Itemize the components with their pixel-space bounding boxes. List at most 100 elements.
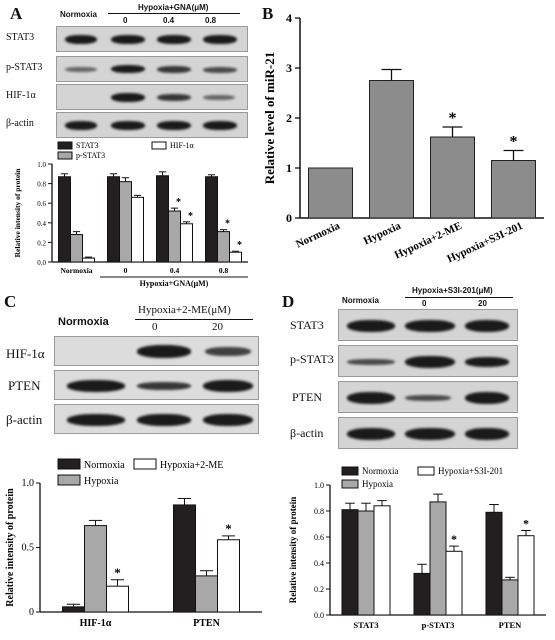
bar [58,176,71,263]
y-tick-label: 0.2 [314,585,324,594]
legend-swatch [341,479,359,489]
blot-a-strip-bactin [56,112,248,138]
legend-label: HIF-1α [170,141,195,150]
significance-marker: * [451,532,457,546]
x-tick-label: Normoxia [294,220,342,251]
blot-a-strip-stat3 [56,26,248,52]
bar [82,257,95,263]
bar [373,505,391,616]
x-tick-label: STAT3 [353,620,378,630]
blot-a-row-hif1a: HIF-1α [6,90,36,101]
legend-swatch [57,474,81,486]
bar [491,160,536,219]
significance-marker: * [523,517,529,531]
bar [501,579,519,616]
x-tick-label: HIF-1α [80,618,112,629]
y-tick-label: 0.2 [37,239,46,247]
legend-label: Hypoxia [362,479,393,489]
significance-marker: * [225,521,232,536]
legend-label: p-STAT3 [76,151,105,160]
y-axis-label: Relative intensity of protein [5,488,16,607]
blot-a-strip-pstat3 [56,56,248,82]
bar [131,196,144,263]
y-tick-label: 1 [286,161,292,175]
blot-a-dose-2: 0.8 [205,16,217,25]
blot-a-row-bactin: β-actin [6,118,34,129]
blot-d-row-bactin: β-actin [290,426,324,440]
y-tick-label: 3 [286,61,292,75]
x-tick-label: PTEN [499,620,523,630]
blot-c-row-pten: PTEN [8,378,41,393]
bar [229,251,242,263]
bar [106,585,129,613]
blot-c-dose-1: 20 [212,321,223,333]
blot-a-strip-hif1a [56,84,248,110]
y-tick-label: 0.4 [37,220,46,228]
panel-label-a: A [10,4,23,23]
legend-swatch [417,466,435,476]
blot-a-header-line [108,13,240,14]
blot-c-row-hif1a: HIF-1α [6,346,45,361]
bar [517,535,535,616]
blot-c-strip-bactin [54,404,259,434]
blot-c-header-normoxia: Normoxia [58,316,109,328]
x-tick-label: Normoxia [60,266,92,275]
bar [107,176,120,263]
legend-swatch [341,466,359,476]
bar [195,575,218,613]
blot-d-header-line [405,297,513,298]
significance-marker: * [114,565,121,580]
blot-d-strip-pstat3 [338,345,518,377]
legend-swatch [57,141,73,150]
chart-c: 0 0.5 1.0 Relative intensity of protein HIF-… [5,458,262,629]
chart-d: 0.0 0.2 0.4 0.6 0.8 1.0 Relative intensity of … [288,466,546,630]
significance-marker: * [176,197,181,208]
significance-marker: * [188,211,193,222]
y-tick-label: 1.0 [22,478,35,489]
bar [430,136,475,219]
blot-c-row-bactin: β-actin [6,412,43,427]
y-tick-label: 0.0 [37,259,46,267]
legend-swatch [57,458,81,470]
x-tick-label: PTEN [193,618,220,629]
blot-d-strip-bactin [338,417,518,449]
x-tick-label: p-STAT3 [422,620,455,630]
y-tick-label: 0.8 [314,507,324,516]
blot-c-header-group: Hypoxia+2-ME(μM) [138,304,231,316]
blot-a-row-stat3: STAT3 [6,32,35,43]
panel-label-c: C [4,292,17,311]
y-tick-label: 0.0 [314,611,324,620]
y-tick-label: 2 [286,111,292,125]
panel-label-b: B [262,4,274,23]
bar [119,181,132,263]
significance-marker: * [225,219,230,230]
significance-marker: * [449,110,457,127]
bar [70,234,83,263]
chart-a: 0.0 0.2 0.4 0.6 0.8 1.0 Relative intensity of … [13,141,248,288]
y-tick-label: 4 [286,11,292,25]
y-tick-label: 1.0 [37,161,46,169]
blot-a-row-pstat3: p-STAT3 [6,62,43,73]
blot-d-row-stat3: STAT3 [290,318,324,332]
significance-marker: * [510,134,518,151]
bar [485,511,503,616]
legend-label: Normoxia [362,466,399,476]
blot-c-strip-pten [54,370,259,400]
bar [217,231,230,263]
blot-a-dose-0: 0 [123,16,128,25]
bar [308,167,353,219]
y-tick-label: 0.6 [37,200,46,208]
bar [369,80,414,219]
y-axis-label: Relative intensity of protein [13,168,22,258]
blot-d-row-pten: PTEN [292,390,322,404]
y-tick-label: 0 [29,607,34,618]
legend-label: Normoxia [84,460,125,471]
chart-b: 0 1 2 3 4 Relative level of miR-21 Normoxia Hyp… [262,11,544,265]
y-tick-label: 0.5 [22,543,35,554]
blot-d-strip-stat3 [338,309,518,341]
blot-a-header-group: Hypoxia+GNA(μM) [138,3,209,12]
panel-label-d: D [282,292,295,311]
legend-label: Hypoxia+2-ME [160,460,223,471]
bar [156,175,169,263]
y-tick-label: 0 [286,211,292,225]
